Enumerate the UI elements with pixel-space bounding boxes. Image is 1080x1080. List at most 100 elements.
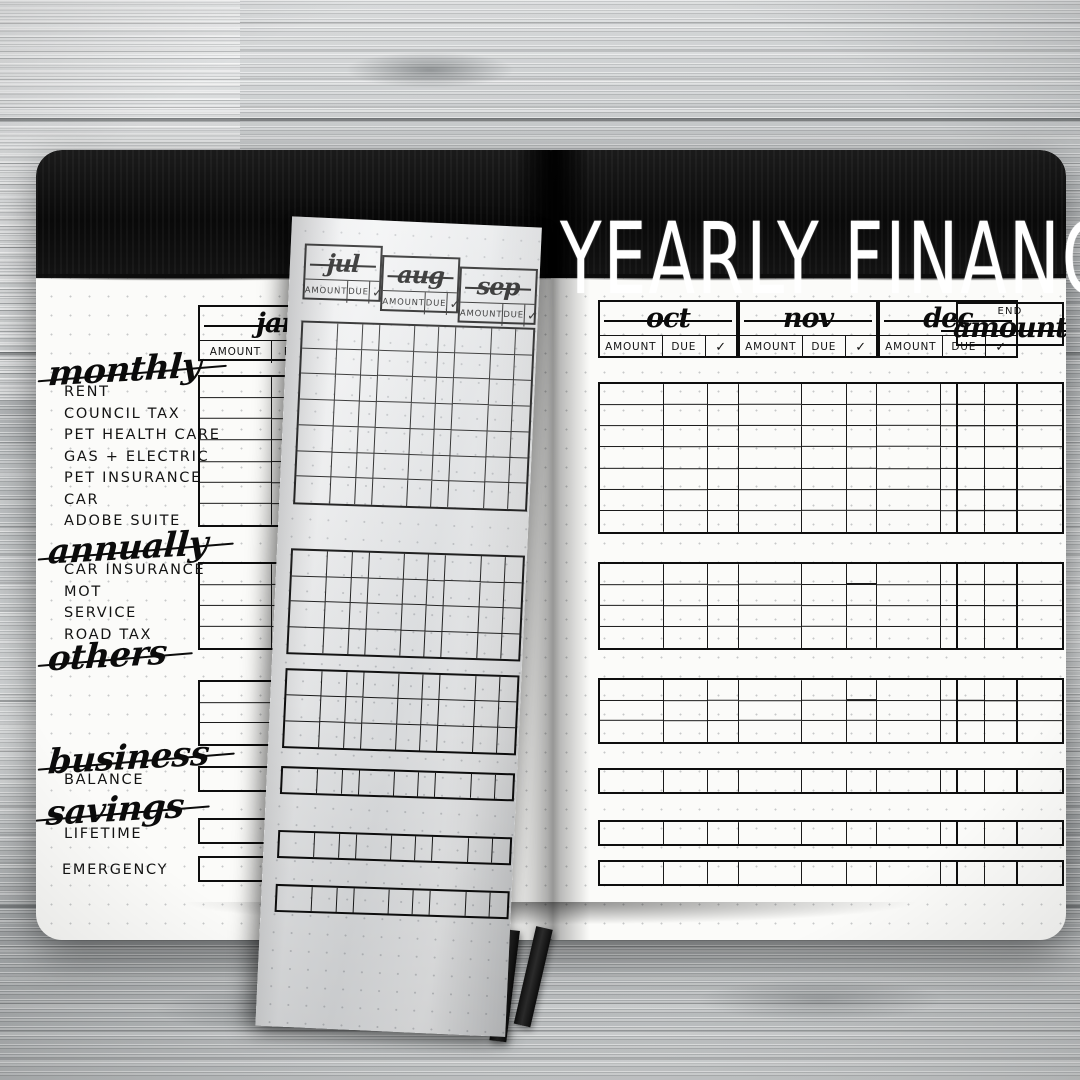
- table-cell[interactable]: [847, 862, 878, 884]
- table-cell[interactable]: [297, 425, 333, 452]
- table-cell[interactable]: [877, 862, 941, 884]
- table-cell[interactable]: [471, 774, 497, 799]
- table-cell[interactable]: [437, 352, 455, 378]
- table-cell[interactable]: [513, 381, 531, 407]
- table-cell[interactable]: [404, 554, 430, 580]
- table-cell[interactable]: [708, 564, 739, 585]
- table-cell[interactable]: [802, 511, 846, 532]
- table-cell[interactable]: [739, 627, 803, 648]
- table-cell[interactable]: [600, 405, 664, 426]
- table-cell[interactable]: [376, 376, 412, 403]
- table-cell[interactable]: [802, 627, 846, 648]
- table-cell[interactable]: [505, 557, 523, 583]
- table-cell[interactable]: [436, 378, 454, 404]
- insert-page-jul-aug-sep[interactable]: jul AMOUNT DUE ✓ aug AMOUNT DUE ✓ sep AM…: [255, 216, 541, 1037]
- table-cell[interactable]: [356, 835, 392, 860]
- table-cell[interactable]: [200, 564, 272, 585]
- table-cell[interactable]: [366, 603, 402, 630]
- table-cell[interactable]: [391, 836, 417, 861]
- table-cell[interactable]: [286, 670, 322, 696]
- table-cell[interactable]: [708, 721, 739, 742]
- table-cell[interactable]: [877, 680, 941, 701]
- table-cell[interactable]: [664, 862, 708, 884]
- table-cell[interactable]: [454, 353, 490, 380]
- table-cell[interactable]: [367, 578, 403, 605]
- table-cell[interactable]: [334, 401, 360, 427]
- table-cell[interactable]: [378, 351, 414, 378]
- table-cell[interactable]: [958, 511, 1062, 532]
- table-cell[interactable]: [600, 627, 664, 648]
- table-cell[interactable]: [802, 384, 846, 405]
- table-cell[interactable]: [427, 580, 445, 606]
- table-cell[interactable]: [408, 454, 434, 480]
- table-cell[interactable]: [398, 674, 424, 700]
- table-cell[interactable]: [664, 469, 708, 490]
- table-cell[interactable]: [435, 773, 471, 798]
- table-cell[interactable]: [487, 406, 513, 432]
- table-cell[interactable]: [495, 775, 513, 800]
- table-cell[interactable]: [322, 672, 348, 698]
- table-annually-oct-nov-dec[interactable]: [598, 562, 1018, 650]
- table-cell[interactable]: [877, 564, 941, 585]
- table-cell[interactable]: [335, 375, 361, 401]
- table-cell[interactable]: [450, 456, 486, 483]
- table-cell[interactable]: [877, 606, 941, 627]
- table-business-oct-nov-dec[interactable]: [598, 768, 1018, 794]
- table-cell[interactable]: [802, 822, 846, 844]
- table-cell[interactable]: [708, 606, 739, 627]
- table-cell[interactable]: [330, 478, 356, 504]
- table-cell[interactable]: [336, 349, 362, 375]
- table-cell[interactable]: [708, 770, 739, 792]
- table-cell[interactable]: [291, 576, 327, 603]
- table-cell[interactable]: [356, 453, 374, 479]
- table-cell[interactable]: [508, 483, 526, 509]
- table-monthly-end-amount[interactable]: [956, 382, 1064, 534]
- table-cell[interactable]: [453, 379, 489, 406]
- table-cell[interactable]: [708, 627, 739, 648]
- table-cell[interactable]: [455, 327, 491, 354]
- table-annually-end-amount[interactable]: [956, 562, 1064, 650]
- table-cell[interactable]: [312, 887, 338, 912]
- table-cell[interactable]: [877, 822, 941, 844]
- table-cell[interactable]: [877, 721, 941, 742]
- table-cell[interactable]: [342, 770, 360, 795]
- table-cell[interactable]: [847, 469, 878, 490]
- table-savings-emergency-oct-nov-dec[interactable]: [598, 860, 1018, 886]
- table-cell[interactable]: [372, 479, 408, 506]
- table-cell[interactable]: [484, 482, 510, 508]
- table-cell[interactable]: [288, 627, 324, 654]
- table-cell[interactable]: [600, 564, 664, 585]
- table-cell[interactable]: [445, 555, 481, 582]
- table-cell[interactable]: [362, 698, 398, 724]
- table-cell[interactable]: [200, 461, 272, 482]
- table-cell[interactable]: [425, 631, 443, 657]
- table-cell[interactable]: [958, 606, 1062, 627]
- table-cell[interactable]: [416, 836, 434, 861]
- table-cell[interactable]: [600, 700, 664, 721]
- table-cell[interactable]: [600, 585, 664, 606]
- table-cell[interactable]: [352, 552, 370, 578]
- table-others-jul-aug-sep[interactable]: [282, 668, 520, 755]
- table-cell[interactable]: [282, 768, 318, 793]
- table-cell[interactable]: [509, 458, 527, 484]
- table-cell[interactable]: [420, 725, 438, 751]
- table-savings-lifetime-oct-nov-dec[interactable]: [598, 820, 1018, 846]
- table-cell[interactable]: [433, 455, 451, 481]
- table-cell[interactable]: [877, 627, 941, 648]
- table-cell[interactable]: [877, 468, 941, 489]
- table-cell[interactable]: [361, 350, 379, 376]
- table-cell[interactable]: [512, 406, 530, 432]
- table-cell[interactable]: [802, 680, 846, 701]
- table-cell[interactable]: [363, 673, 399, 699]
- table-cell[interactable]: [739, 700, 803, 721]
- table-cell[interactable]: [958, 680, 1062, 701]
- table-cell[interactable]: [739, 511, 803, 532]
- table-cell[interactable]: [664, 564, 708, 585]
- table-cell[interactable]: [664, 405, 708, 426]
- table-cell[interactable]: [479, 582, 505, 608]
- table-cell[interactable]: [349, 603, 367, 629]
- table-cell[interactable]: [426, 606, 444, 632]
- table-cell[interactable]: [200, 723, 272, 744]
- table-cell[interactable]: [422, 700, 440, 726]
- table-cell[interactable]: [485, 457, 511, 483]
